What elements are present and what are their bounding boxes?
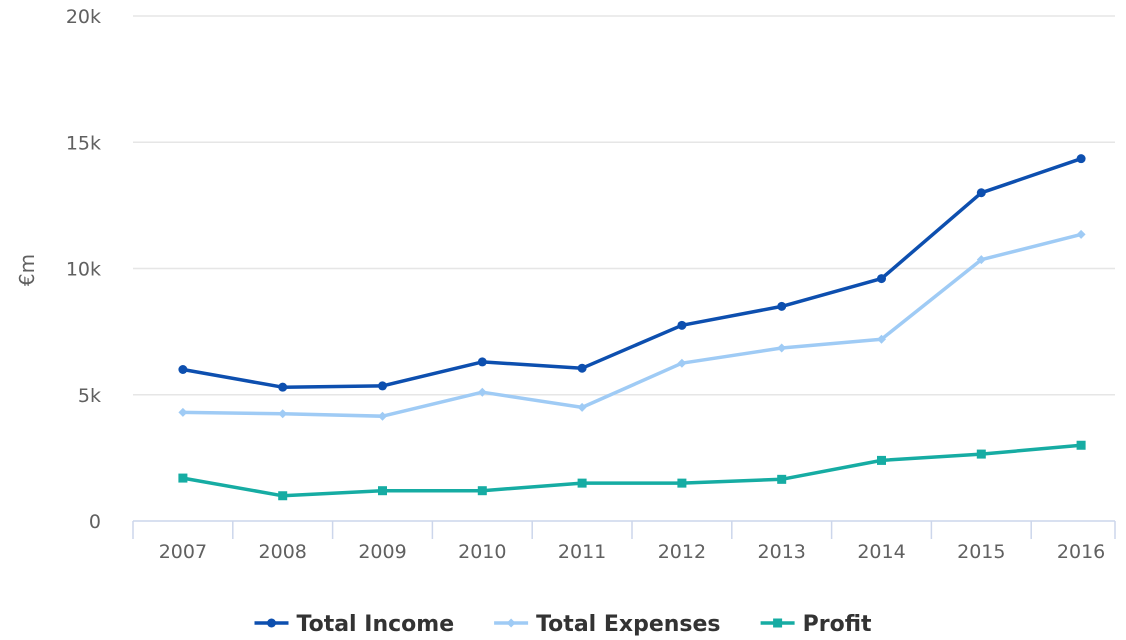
data-point[interactable] xyxy=(1076,229,1086,239)
series-line xyxy=(181,232,1083,418)
y-tick-label: 20k xyxy=(66,6,101,28)
legend-label: Total Income xyxy=(297,612,455,637)
data-point[interactable] xyxy=(378,381,387,391)
axes: 0 5k 10k 15k 20k 2007 2008 2009 2010 2011 2012 2013… xyxy=(66,6,1116,563)
legend[interactable]: Total Income Total Expenses Profit xyxy=(254,612,872,637)
data-point[interactable] xyxy=(677,478,687,488)
data-point[interactable] xyxy=(477,486,487,496)
data-point[interactable] xyxy=(777,474,787,484)
x-tick-label: 2011 xyxy=(558,541,606,563)
data-point[interactable] xyxy=(877,455,886,465)
data-point[interactable] xyxy=(677,358,687,368)
x-tick-label: 2013 xyxy=(758,541,806,563)
x-tick-label: 2012 xyxy=(658,541,706,563)
data-point[interactable] xyxy=(477,357,487,367)
y-tick-label: 15k xyxy=(66,132,101,154)
data-point[interactable] xyxy=(1076,440,1086,450)
data-point[interactable] xyxy=(278,409,288,419)
legend-label: Total Expenses xyxy=(536,612,720,637)
data-point[interactable] xyxy=(877,274,886,284)
y-axis-title: €m xyxy=(15,254,39,286)
y-tick-label: 10k xyxy=(66,259,101,281)
data-point[interactable] xyxy=(777,301,787,311)
data-point[interactable] xyxy=(278,491,288,501)
legend-marker-icon[interactable] xyxy=(506,618,516,628)
x-tick-label: 2015 xyxy=(957,541,1005,563)
data-point[interactable] xyxy=(577,402,587,412)
data-point[interactable] xyxy=(178,473,188,483)
series-line xyxy=(181,443,1083,498)
legend-item[interactable]: Total Expenses xyxy=(494,612,721,637)
data-point[interactable] xyxy=(577,478,587,488)
data-point[interactable] xyxy=(1076,154,1086,164)
data-point[interactable] xyxy=(477,387,487,397)
x-tick-label: 2007 xyxy=(159,541,207,563)
data-point[interactable] xyxy=(577,363,587,373)
data-point[interactable] xyxy=(777,343,787,353)
legend-label: Profit xyxy=(803,612,872,637)
legend-marker-icon[interactable] xyxy=(773,618,783,628)
data-point[interactable] xyxy=(976,449,986,459)
y-tick-label: 0 xyxy=(89,511,101,533)
series-line xyxy=(181,156,1083,389)
series-total-expenses xyxy=(178,229,1086,421)
legend-item[interactable]: Profit xyxy=(760,612,872,637)
data-point[interactable] xyxy=(178,365,188,374)
x-tick-label: 2009 xyxy=(358,541,406,563)
x-tick-label: 2008 xyxy=(259,541,307,563)
data-point[interactable] xyxy=(976,188,986,198)
gridlines xyxy=(133,15,1115,396)
data-point[interactable] xyxy=(178,407,188,417)
data-point[interactable] xyxy=(378,411,387,421)
x-tick-label: 2010 xyxy=(458,541,506,563)
data-point[interactable] xyxy=(378,486,387,496)
data-point[interactable] xyxy=(677,320,687,330)
series-total-income xyxy=(178,154,1086,392)
legend-item[interactable]: Total Income xyxy=(254,612,455,637)
series-profit xyxy=(178,440,1086,501)
legend-marker-icon[interactable] xyxy=(267,618,276,628)
data-point[interactable] xyxy=(976,255,986,265)
y-tick-label: 5k xyxy=(78,385,101,407)
data-point[interactable] xyxy=(877,334,886,344)
data-point[interactable] xyxy=(278,382,288,392)
x-tick-label: 2016 xyxy=(1057,541,1105,563)
series xyxy=(178,154,1086,501)
x-tick-label: 2014 xyxy=(857,541,905,563)
